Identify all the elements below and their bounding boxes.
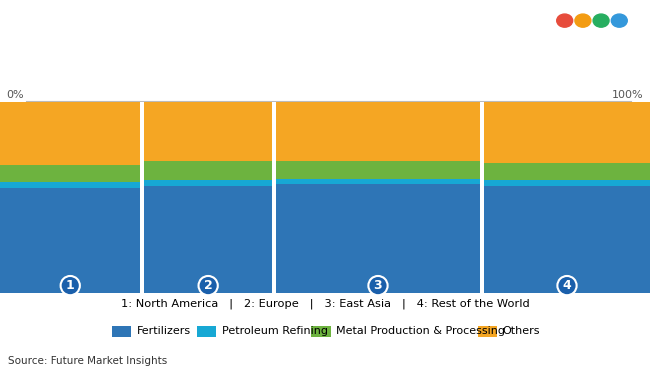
Text: 1: North America   |   2: Europe   |   3: East Asia   |   4: Rest of the World: 1: North America | 2: Europe | 3: East A… — [121, 299, 529, 309]
Text: Others: Others — [502, 326, 540, 336]
Bar — [144, 102, 272, 161]
Circle shape — [575, 14, 591, 27]
Bar — [197, 326, 216, 338]
Text: 100%: 100% — [612, 90, 644, 99]
Bar — [276, 102, 480, 161]
Text: Source: Future Market Insights: Source: Future Market Insights — [8, 356, 167, 366]
Circle shape — [612, 14, 627, 27]
Bar — [0, 165, 140, 182]
Text: 4: 4 — [563, 279, 571, 292]
Circle shape — [556, 14, 573, 27]
Text: Petroleum Refining: Petroleum Refining — [222, 326, 328, 336]
Circle shape — [593, 14, 609, 27]
Bar — [112, 326, 131, 338]
Bar — [144, 161, 272, 180]
Bar — [484, 180, 650, 186]
Text: Metal Production & Processing: Metal Production & Processing — [336, 326, 505, 336]
Text: 3: 3 — [374, 279, 382, 292]
Text: Future Market Insights: Future Market Insights — [550, 78, 636, 87]
Text: 0%: 0% — [6, 90, 24, 99]
Bar — [276, 178, 480, 184]
Bar — [484, 186, 650, 293]
Text: Fertilizers: Fertilizers — [136, 326, 190, 336]
Text: Global Sulpuric Acid Market Key Regions and Applications Mekko Chart, 2021: Global Sulpuric Acid Market Key Regions … — [8, 38, 649, 52]
Bar — [0, 102, 140, 165]
Bar — [276, 184, 480, 293]
Bar — [144, 186, 272, 293]
Bar — [484, 163, 650, 180]
Bar — [311, 326, 331, 338]
Bar — [484, 102, 650, 163]
Bar — [0, 188, 140, 293]
Text: fmi: fmi — [571, 49, 616, 73]
Bar — [144, 180, 272, 186]
Text: 2: 2 — [204, 279, 213, 292]
Bar — [478, 326, 497, 338]
Text: 1: 1 — [66, 279, 75, 292]
Bar — [276, 161, 480, 178]
Bar — [0, 182, 140, 188]
